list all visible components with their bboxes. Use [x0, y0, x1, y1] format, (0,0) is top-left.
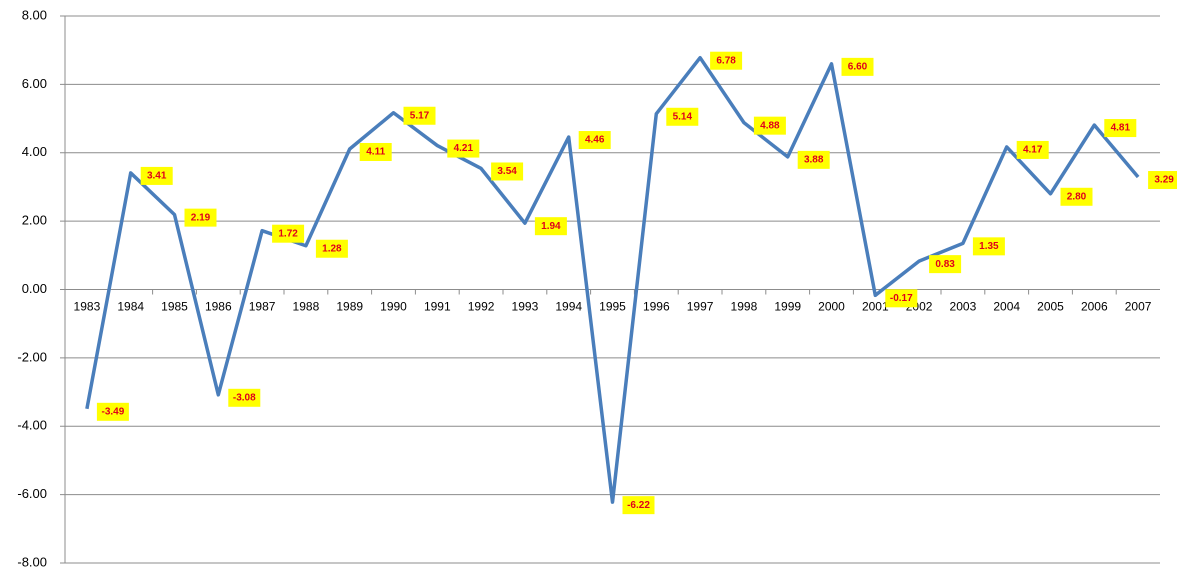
value-label-bg — [228, 388, 261, 407]
y-tick-label: 2.00 — [22, 213, 47, 228]
x-tick-label: 2006 — [1081, 300, 1108, 314]
x-tick-label: 1994 — [555, 300, 582, 314]
x-tick-label: 1997 — [687, 300, 714, 314]
x-tick-label: 1990 — [380, 300, 407, 314]
x-tick-label: 1983 — [74, 300, 101, 314]
x-tick-label: 1989 — [336, 300, 363, 314]
value-label: 1.94 — [541, 221, 561, 232]
value-label-bg — [929, 255, 962, 274]
x-tick-label: 1993 — [512, 300, 539, 314]
data-line — [85, 55, 1140, 504]
y-tick-label: 4.00 — [22, 144, 47, 159]
value-label: -3.49 — [102, 406, 125, 417]
y-tick-label: -6.00 — [17, 486, 47, 501]
value-label: 4.21 — [454, 143, 474, 154]
value-label: -0.17 — [890, 293, 913, 304]
value-label: 6.60 — [848, 62, 868, 73]
value-label-bg — [885, 289, 918, 308]
x-tick-label: 1987 — [249, 300, 276, 314]
value-label-bg — [753, 116, 786, 135]
x-tick-label: 2003 — [950, 300, 977, 314]
value-label: 5.17 — [410, 110, 430, 121]
value-label-bg — [797, 150, 830, 169]
value-label: 4.88 — [760, 120, 780, 131]
value-label-bg — [666, 107, 699, 126]
value-label-bg — [710, 51, 743, 70]
x-tick-label: 2007 — [1125, 300, 1152, 314]
value-label: 1.72 — [278, 228, 298, 239]
value-label-bg — [184, 208, 217, 227]
value-label-bg — [972, 237, 1005, 256]
y-tick-label: 8.00 — [22, 7, 47, 22]
y-tick-label: -8.00 — [17, 554, 47, 569]
y-tick-label: -2.00 — [17, 349, 47, 364]
value-label-bg — [272, 224, 305, 243]
value-label: 4.17 — [1023, 145, 1043, 156]
x-tick-label: 1985 — [161, 300, 188, 314]
value-label-bg — [491, 162, 524, 181]
value-label-bg — [403, 106, 436, 125]
value-label-bg — [1016, 140, 1049, 159]
y-tick-label: 0.00 — [22, 281, 47, 296]
value-label-bg — [534, 217, 567, 236]
x-tick-label: 1995 — [599, 300, 626, 314]
x-tick-label: 1992 — [468, 300, 495, 314]
value-label: 1.35 — [979, 241, 999, 252]
value-label: 4.11 — [366, 147, 385, 158]
x-tick-label: 1998 — [731, 300, 758, 314]
value-label-bg — [622, 496, 655, 515]
x-tick-label: 2005 — [1037, 300, 1064, 314]
value-label: 3.88 — [804, 154, 824, 165]
value-label-bg — [140, 166, 173, 185]
value-label: -6.22 — [627, 500, 650, 511]
value-label: 2.80 — [1067, 191, 1087, 202]
value-label-bg — [578, 131, 611, 150]
value-label: 4.81 — [1111, 123, 1131, 134]
value-label-bg — [315, 239, 348, 258]
value-label-bg — [1104, 119, 1137, 138]
value-label: 5.14 — [673, 111, 693, 122]
x-tick-label: 2000 — [818, 300, 845, 314]
value-label-bg — [96, 402, 129, 421]
x-tick-label: 1988 — [293, 300, 320, 314]
value-label: 3.54 — [497, 166, 517, 177]
x-tick-label: 1991 — [424, 300, 451, 314]
x-tick-label: 1996 — [643, 300, 670, 314]
value-label: 4.46 — [585, 135, 605, 146]
value-label-bg — [841, 57, 874, 76]
x-tick-label: 1986 — [205, 300, 232, 314]
value-label: 3.29 — [1154, 175, 1174, 186]
value-label: 2.19 — [191, 212, 211, 223]
x-tick-label: 1999 — [774, 300, 801, 314]
value-label-bg — [1060, 187, 1093, 206]
value-label-bg — [447, 139, 480, 158]
value-label: 0.83 — [935, 259, 955, 270]
value-label: 3.41 — [147, 171, 167, 182]
y-tick-label: -4.00 — [17, 418, 47, 433]
value-label-bg — [359, 142, 392, 161]
value-label: -3.08 — [233, 392, 256, 403]
x-tick-label: 2004 — [993, 300, 1020, 314]
value-label: 1.28 — [322, 243, 342, 254]
value-label-bg — [1148, 171, 1177, 190]
x-tick-label: 1984 — [117, 300, 144, 314]
x-tick-label: 2001 — [862, 300, 889, 314]
value-label: 6.78 — [716, 55, 736, 66]
y-tick-label: 6.00 — [22, 76, 47, 91]
